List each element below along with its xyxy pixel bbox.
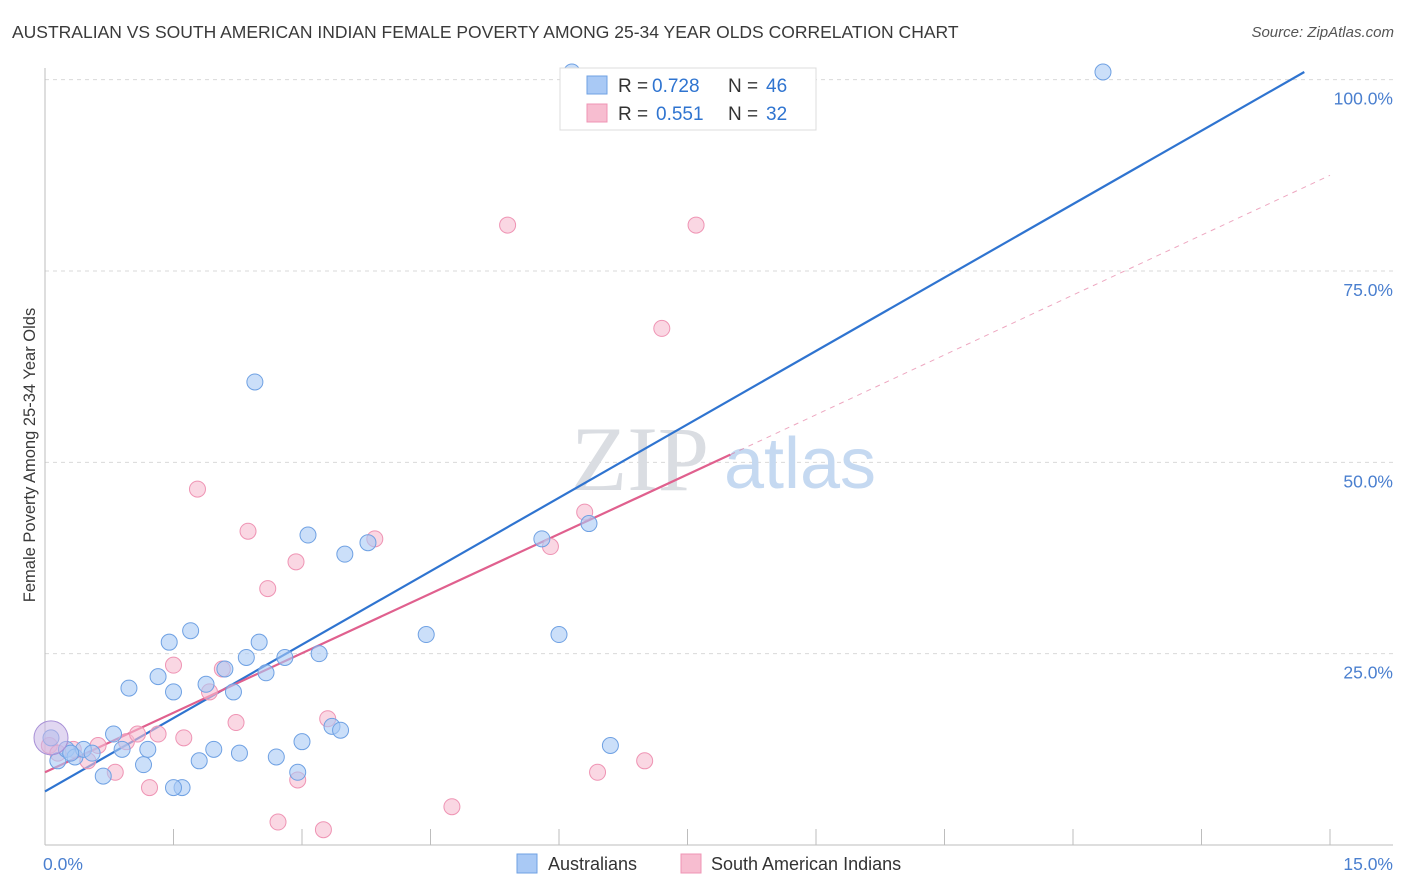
point-australians [224, 683, 242, 701]
point-south-american-indians [227, 714, 245, 732]
point-australians [165, 683, 182, 701]
point-australians [417, 626, 435, 644]
point-south-american-indians [499, 216, 517, 234]
point-australians [250, 633, 268, 651]
point-australians [149, 668, 167, 686]
point-australians [1094, 63, 1112, 81]
point-australians [230, 744, 248, 762]
point-australians [257, 664, 275, 682]
point-australians [135, 756, 153, 774]
trend-layer [44, 71, 1331, 793]
point-australians [83, 744, 101, 762]
x-tick-label: 0.0% [43, 854, 83, 874]
legend-n-value-2: 32 [766, 104, 787, 125]
point-australians [105, 725, 123, 743]
legend-series: Australians South American Indians [516, 853, 901, 874]
point-australians [113, 740, 131, 758]
point-south-american-indians [443, 798, 461, 816]
point-australians [580, 515, 598, 533]
legend-bottom-swatch-australians [516, 853, 538, 874]
point-australians [276, 648, 294, 666]
chart-title: AUSTRALIAN VS SOUTH AMERICAN INDIAN FEMA… [12, 22, 959, 42]
point-south-american-indians [687, 216, 705, 234]
point-australians [246, 373, 264, 391]
legend-r-label-2: R = [618, 104, 648, 125]
legend-r-label-1: R = [618, 76, 648, 97]
point-australians [332, 721, 350, 739]
legend-bottom-swatch-south-american-indians [680, 853, 702, 874]
point-australians [139, 740, 157, 758]
point-australians [197, 675, 215, 693]
point-south-american-indians [188, 480, 206, 498]
point-south-american-indians [314, 821, 332, 839]
source-credit: Source: ZipAtlas.com [1251, 24, 1394, 41]
watermark-atlas: atlas [724, 424, 876, 504]
watermark: ZIP atlas [571, 408, 876, 510]
y-tick-label: 50.0% [1343, 471, 1393, 491]
point-south-american-indians [141, 779, 159, 797]
point-south-american-indians [589, 763, 607, 781]
y-tick-label: 75.0% [1343, 280, 1393, 300]
point-cluster-overlap [33, 720, 69, 756]
legend-bottom-label-australians: Australians [548, 854, 637, 874]
y-tick-label: 100.0% [1334, 89, 1393, 109]
point-australians [310, 645, 328, 663]
legend-r-value-2: 0.551 [656, 104, 704, 125]
point-australians [62, 744, 80, 762]
point-australians [237, 648, 255, 666]
point-south-american-indians [129, 725, 147, 743]
point-australians [293, 733, 311, 751]
point-south-american-indians [175, 729, 193, 747]
point-australians [299, 526, 317, 544]
grid-layer [45, 79, 1393, 655]
legend-swatch-south-american-indians [586, 103, 608, 123]
point-australians [359, 534, 377, 552]
point-australians [533, 530, 551, 548]
point-australians [601, 737, 619, 755]
point-australians [216, 660, 234, 678]
point-south-american-indians [259, 580, 277, 598]
legend-n-label-1: N = [728, 76, 758, 97]
point-australians [190, 752, 208, 770]
legend-r-value-1: 0.728 [652, 76, 700, 97]
trendline-australians [44, 71, 1305, 793]
legend-bottom-label-south-american-indians: South American Indians [711, 854, 901, 874]
trendline-extension-south-american-indians [730, 174, 1331, 456]
point-south-american-indians [165, 656, 182, 674]
point-australians [205, 740, 223, 758]
points-layer [33, 63, 1112, 839]
point-australians [160, 633, 178, 651]
y-tick-label: 25.0% [1343, 663, 1393, 683]
point-south-american-indians [653, 319, 671, 337]
point-south-american-indians [239, 522, 257, 540]
legend-n-value-1: 46 [766, 76, 787, 97]
point-south-american-indians [269, 813, 287, 831]
point-australians [550, 626, 568, 644]
point-australians [336, 545, 354, 563]
point-south-american-indians [149, 725, 167, 743]
point-south-american-indians [636, 752, 654, 770]
axes-layer: 25.0% 50.0% 75.0% 100.0% 0.0% 15.0% [43, 68, 1393, 874]
legend-stats-box: R = 0.728 N = 46 R = 0.551 N = 32 [559, 67, 817, 131]
x-tick-label: 15.0% [1343, 854, 1393, 874]
legend-swatch-australians [586, 75, 608, 95]
point-australians [267, 748, 285, 766]
point-australians [120, 679, 138, 697]
legend-n-label-2: N = [728, 104, 758, 125]
point-australians [165, 779, 182, 797]
y-axis-label: Female Poverty Among 25-34 Year Olds [21, 308, 39, 602]
point-south-american-indians [287, 553, 305, 571]
trendline-south-american-indians [44, 453, 731, 774]
point-australians [94, 767, 112, 785]
point-australians [182, 622, 200, 640]
point-australians [289, 763, 307, 781]
